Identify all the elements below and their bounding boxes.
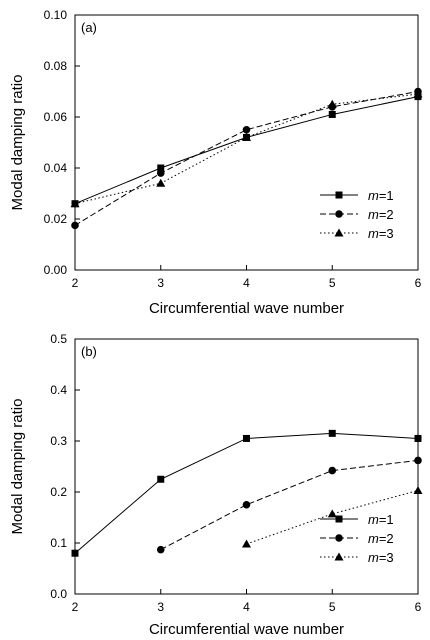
x-tick-label: 5 — [329, 276, 336, 290]
y-tick-label: 0.04 — [44, 161, 68, 175]
legend-label-m1: m=1 — [368, 188, 394, 203]
x-tick-label: 6 — [415, 276, 422, 290]
y-tick-label: 0.3 — [50, 434, 67, 448]
x-tick-label: 4 — [243, 276, 250, 290]
chart-panel-2: 2 3 4 5 6 0.0 0.1 0.2 0.3 0.4 0.5 Circumferential w… — [9, 332, 423, 638]
data-point-m3 — [413, 89, 423, 98]
x-axis-label: Circumferential wave number — [149, 300, 344, 317]
series-line-m1 — [74, 96, 419, 205]
series-line-m2 — [74, 91, 419, 226]
legend-marker-m2 — [335, 534, 343, 542]
y-tick-label: 0.06 — [44, 110, 68, 124]
data-point-m1 — [243, 434, 250, 442]
data-point-m3 — [327, 99, 337, 108]
y-tick-label: 0.4 — [50, 383, 67, 397]
panel-label: (b) — [81, 344, 97, 359]
data-point-m1 — [71, 549, 79, 557]
legend-label-m1: m=1 — [368, 512, 394, 527]
legend-marker-m1 — [335, 191, 343, 199]
y-axis-label: Modal damping ratio — [9, 75, 26, 211]
series-line-m2 — [160, 459, 419, 551]
legend-label-m2: m=2 — [368, 207, 394, 222]
y-tick-label: 0.0 — [50, 587, 67, 601]
series-line-m3 — [74, 93, 419, 205]
data-point-m1 — [414, 434, 422, 442]
x-tick-label: 6 — [415, 600, 422, 614]
x-tick-label: 3 — [157, 600, 164, 614]
x-tick-label: 2 — [72, 600, 79, 614]
data-point-m3 — [156, 178, 166, 187]
legend: m=1 m=2 m=3 — [320, 188, 394, 241]
y-tick-label: 0.02 — [44, 212, 68, 226]
legend-label-m3: m=3 — [368, 226, 394, 241]
data-point-m2 — [242, 125, 251, 134]
data-point-m3 — [327, 509, 337, 518]
data-point-m2 — [71, 221, 79, 230]
legend-marker-m1 — [335, 515, 343, 523]
legend-marker-m3 — [334, 552, 344, 561]
y-axis-label: Modal damping ratio — [9, 399, 26, 535]
data-point-m2 — [328, 466, 337, 475]
plot-frame — [74, 14, 419, 271]
x-tick-label: 3 — [157, 276, 164, 290]
data-point-m2 — [156, 545, 165, 554]
data-point-m1 — [328, 110, 336, 118]
y-tick-label: 0.08 — [44, 59, 68, 73]
y-tick-label: 0.00 — [44, 263, 68, 277]
data-point-m1 — [328, 429, 336, 437]
y-tick-label: 0.2 — [50, 485, 67, 499]
legend: m=1 m=2 m=3 — [320, 512, 394, 565]
data-point-m2 — [242, 500, 251, 509]
chart-panel-1: 2 3 4 5 6 0.00 0.02 0.04 0.06 0.08 0.10 Circumferen… — [9, 8, 423, 317]
x-tick-label: 5 — [329, 600, 336, 614]
legend-label-m2: m=2 — [368, 531, 394, 546]
plot-frame — [74, 338, 419, 595]
x-tick-label: 4 — [243, 600, 250, 614]
data-point-m1 — [157, 164, 165, 172]
y-tick-label: 0.1 — [50, 536, 67, 550]
panel-label: (a) — [81, 20, 97, 35]
y-tick-label: 0.5 — [50, 332, 67, 346]
x-axis-label: Circumferential wave number — [149, 621, 344, 638]
data-point-m3 — [413, 485, 423, 494]
data-point-m3 — [242, 132, 251, 141]
series-line-m1 — [74, 432, 419, 554]
legend-marker-m2 — [335, 210, 343, 218]
data-point-m3 — [242, 539, 251, 548]
y-tick-label: 0.10 — [44, 8, 68, 22]
x-tick-label: 2 — [72, 276, 79, 290]
legend-marker-m3 — [334, 228, 344, 237]
data-point-m2 — [156, 169, 165, 177]
data-point-m3 — [70, 199, 80, 208]
data-point-m1 — [157, 475, 165, 483]
legend-label-m3: m=3 — [368, 550, 394, 565]
data-point-m2 — [414, 456, 422, 465]
